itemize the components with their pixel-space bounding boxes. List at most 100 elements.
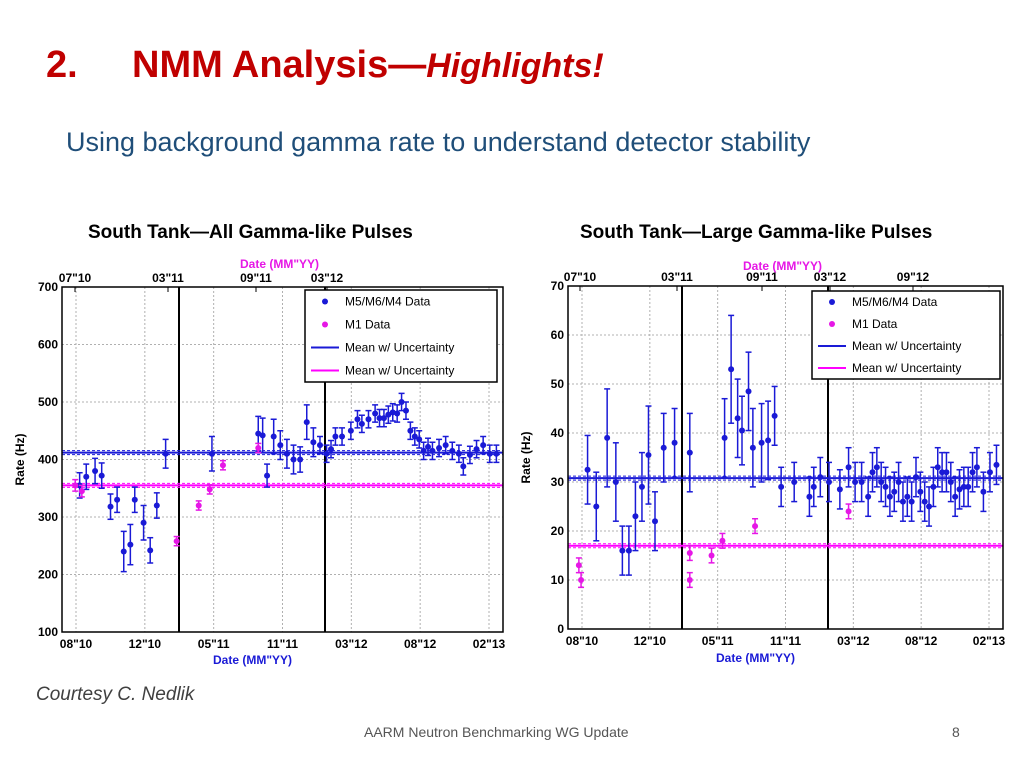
data-point-m5m6m4 — [869, 469, 876, 476]
data-point-m1 — [255, 445, 262, 451]
y-tick-label: 20 — [551, 524, 565, 538]
data-point-m5m6m4 — [407, 427, 414, 434]
x-tick-label: 12"10 — [129, 637, 162, 651]
top-axis-title: Date (MM"YY) — [240, 257, 319, 271]
data-point-m5m6m4 — [836, 486, 843, 493]
slide-title: 2. NMM Analysis—Highlights! — [46, 44, 604, 87]
data-point-m5m6m4 — [416, 436, 423, 443]
x-tick-label: 08"12 — [905, 634, 938, 648]
title-main: NMM Analysis— — [132, 44, 427, 86]
data-point-m5m6m4 — [817, 474, 824, 481]
slide-subtitle: Using background gamma rate to understan… — [66, 127, 811, 157]
legend-box — [811, 290, 1001, 380]
data-point-m5m6m4 — [358, 420, 365, 427]
page-number: 8 — [952, 724, 960, 740]
data-point-m5m6m4 — [745, 388, 752, 395]
data-point-m5m6m4 — [290, 456, 297, 463]
data-point-m1 — [206, 486, 213, 493]
data-point-m5m6m4 — [354, 416, 361, 423]
data-point-m5m6m4 — [921, 498, 928, 505]
data-point-m1 — [752, 523, 759, 530]
title-highlight: Highlights! — [426, 47, 604, 85]
x-tick-label: 03"12 — [837, 634, 870, 648]
data-point-m1 — [78, 488, 85, 495]
data-point-m5m6m4 — [956, 486, 963, 493]
plot-frame — [567, 285, 1004, 630]
title-number: 2. — [46, 44, 78, 86]
legend-label: Mean w/ Uncertainty — [345, 364, 454, 378]
data-point-m5m6m4 — [904, 493, 911, 500]
data-point-m5m6m4 — [671, 439, 678, 446]
data-point-m5m6m4 — [934, 464, 941, 471]
data-point-m5m6m4 — [930, 483, 937, 490]
data-point-m5m6m4 — [886, 493, 893, 500]
x-tick-label: 12"10 — [634, 634, 667, 648]
legend-label: Mean w/ Uncertainty — [852, 361, 961, 375]
data-point-m5m6m4 — [765, 437, 772, 444]
top-tick-label: 09"11 — [746, 270, 778, 284]
data-point-m1 — [708, 552, 715, 559]
data-point-m5m6m4 — [947, 479, 954, 485]
data-point-m5m6m4 — [131, 496, 138, 503]
y-tick-label: 10 — [551, 573, 565, 587]
legend-label: M1 Data — [345, 318, 391, 332]
data-point-m5m6m4 — [612, 479, 619, 485]
data-point-m5m6m4 — [425, 443, 432, 450]
data-point-m5m6m4 — [858, 479, 865, 485]
y-tick-label: 200 — [38, 568, 58, 582]
data-point-m1 — [173, 538, 180, 545]
top-tick-label: 03"11 — [152, 271, 184, 285]
top-tick-label: 09"12 — [897, 270, 930, 284]
x-axis-title: Date (MM"YY) — [213, 653, 292, 667]
data-point-m5m6m4 — [385, 411, 392, 418]
legend-label: M5/M6/M4 Data — [852, 295, 938, 309]
top-tick-label: 03"12 — [814, 270, 847, 284]
data-point-m5m6m4 — [980, 488, 987, 495]
data-point-m5m6m4 — [83, 473, 90, 480]
data-point-m5m6m4 — [147, 547, 154, 554]
data-point-m5m6m4 — [965, 483, 972, 490]
data-point-m5m6m4 — [398, 399, 405, 405]
data-point-m5m6m4 — [943, 469, 950, 476]
legend-label: M1 Data — [852, 317, 898, 331]
data-point-m5m6m4 — [878, 479, 885, 485]
x-axis-title: Date (MM"YY) — [716, 651, 795, 665]
data-point-m5m6m4 — [486, 450, 493, 457]
data-point-m5m6m4 — [873, 464, 880, 471]
data-point-m5m6m4 — [993, 461, 1000, 468]
data-point-m5m6m4 — [749, 444, 756, 451]
legend-box — [304, 289, 498, 383]
data-point-m5m6m4 — [604, 434, 611, 441]
data-point-m5m6m4 — [270, 433, 277, 440]
data-point-m5m6m4 — [107, 503, 114, 510]
data-point-m5m6m4 — [140, 519, 147, 526]
y-tick-label: 400 — [38, 453, 58, 467]
data-point-m5m6m4 — [316, 442, 323, 449]
data-point-m5m6m4 — [926, 503, 933, 510]
data-point-m5m6m4 — [625, 547, 632, 554]
y-tick-label: 500 — [38, 395, 58, 409]
data-point-m5m6m4 — [791, 479, 798, 485]
data-point-m5m6m4 — [127, 541, 134, 548]
data-point-m5m6m4 — [429, 447, 436, 454]
data-point-m5m6m4 — [652, 518, 658, 525]
y-axis-title: Rate (Hz) — [13, 433, 27, 485]
x-tick-label: 05"11 — [702, 634, 734, 648]
data-point-m5m6m4 — [283, 450, 290, 457]
data-point-m5m6m4 — [739, 427, 745, 434]
data-point-m5m6m4 — [208, 450, 215, 457]
data-point-m5m6m4 — [638, 483, 645, 490]
legend-marker-m1 — [322, 321, 328, 328]
data-point-m5m6m4 — [939, 469, 946, 476]
top-tick-label: 03"12 — [311, 271, 344, 285]
y-tick-label: 40 — [551, 426, 565, 440]
data-point-m5m6m4 — [376, 415, 383, 422]
data-point-m5m6m4 — [466, 451, 473, 458]
data-point-m5m6m4 — [339, 433, 346, 440]
data-point-m5m6m4 — [728, 366, 735, 373]
data-point-m5m6m4 — [277, 442, 284, 449]
data-point-m5m6m4 — [721, 434, 728, 441]
data-point-m5m6m4 — [593, 503, 600, 510]
data-point-m5m6m4 — [297, 456, 304, 463]
x-tick-label: 05"11 — [198, 637, 230, 651]
